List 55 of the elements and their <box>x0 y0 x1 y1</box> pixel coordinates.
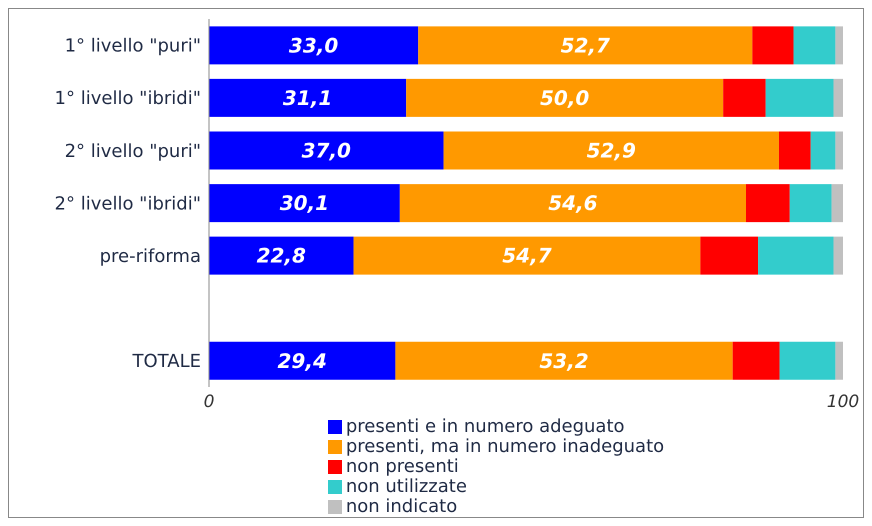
data-label: 52,9 <box>586 138 636 163</box>
data-label: 37,0 <box>302 138 352 163</box>
bar <box>418 26 752 64</box>
y-tick-label: 1° livello "ibridi" <box>54 88 201 110</box>
data-label: 22,8 <box>256 244 306 268</box>
bar <box>746 184 790 222</box>
bar <box>752 26 794 64</box>
legend-label: non indicato <box>346 496 458 517</box>
bar <box>700 236 758 275</box>
data-label: 52,7 <box>560 33 610 58</box>
bar <box>794 26 836 64</box>
data-label: 30,1 <box>280 191 330 216</box>
bar <box>354 236 700 275</box>
data-label: 53,2 <box>539 348 589 373</box>
data-label: 54,7 <box>502 244 552 268</box>
bar <box>835 342 843 380</box>
y-tick-label: 2° livello "puri" <box>64 140 201 162</box>
data-label: 54,6 <box>548 191 598 216</box>
legend-label: presenti, ma in numero inadeguato <box>346 436 664 457</box>
y-tick-label: 1° livello "puri" <box>64 36 201 57</box>
bar <box>832 184 843 222</box>
bar <box>209 26 418 64</box>
bar <box>209 78 406 117</box>
legend-label: non presenti <box>346 456 459 477</box>
bar <box>790 184 832 222</box>
bar <box>778 132 811 170</box>
bar <box>444 132 779 170</box>
y-tick-label: pre-riforma <box>100 246 201 267</box>
legend-label: presenti e in numero adeguato <box>346 416 625 437</box>
data-label: 50,0 <box>540 86 590 110</box>
x-tick-label: 100 <box>826 392 860 412</box>
legend-label: non utilizzate <box>346 476 467 497</box>
bar <box>400 184 746 222</box>
bar <box>766 78 834 117</box>
data-label: 33,0 <box>288 33 338 58</box>
bar <box>833 78 843 117</box>
bar <box>395 342 733 380</box>
bar <box>758 236 834 275</box>
y-tick-label: 2° livello "ibridi" <box>54 193 201 214</box>
bar <box>833 236 843 275</box>
y-tick-label: TOTALE <box>132 351 201 372</box>
bar <box>835 26 843 64</box>
bar <box>835 132 843 170</box>
x-tick-label: 0 <box>204 392 214 412</box>
bar <box>780 342 836 380</box>
data-label: 29,4 <box>278 348 327 373</box>
bar <box>209 236 354 275</box>
bar <box>732 342 780 380</box>
bar <box>209 132 444 170</box>
bar <box>810 132 836 170</box>
bar <box>406 78 724 117</box>
bar <box>209 184 400 222</box>
data-label: 31,1 <box>282 86 332 110</box>
bar <box>209 342 396 380</box>
bar <box>723 78 766 117</box>
